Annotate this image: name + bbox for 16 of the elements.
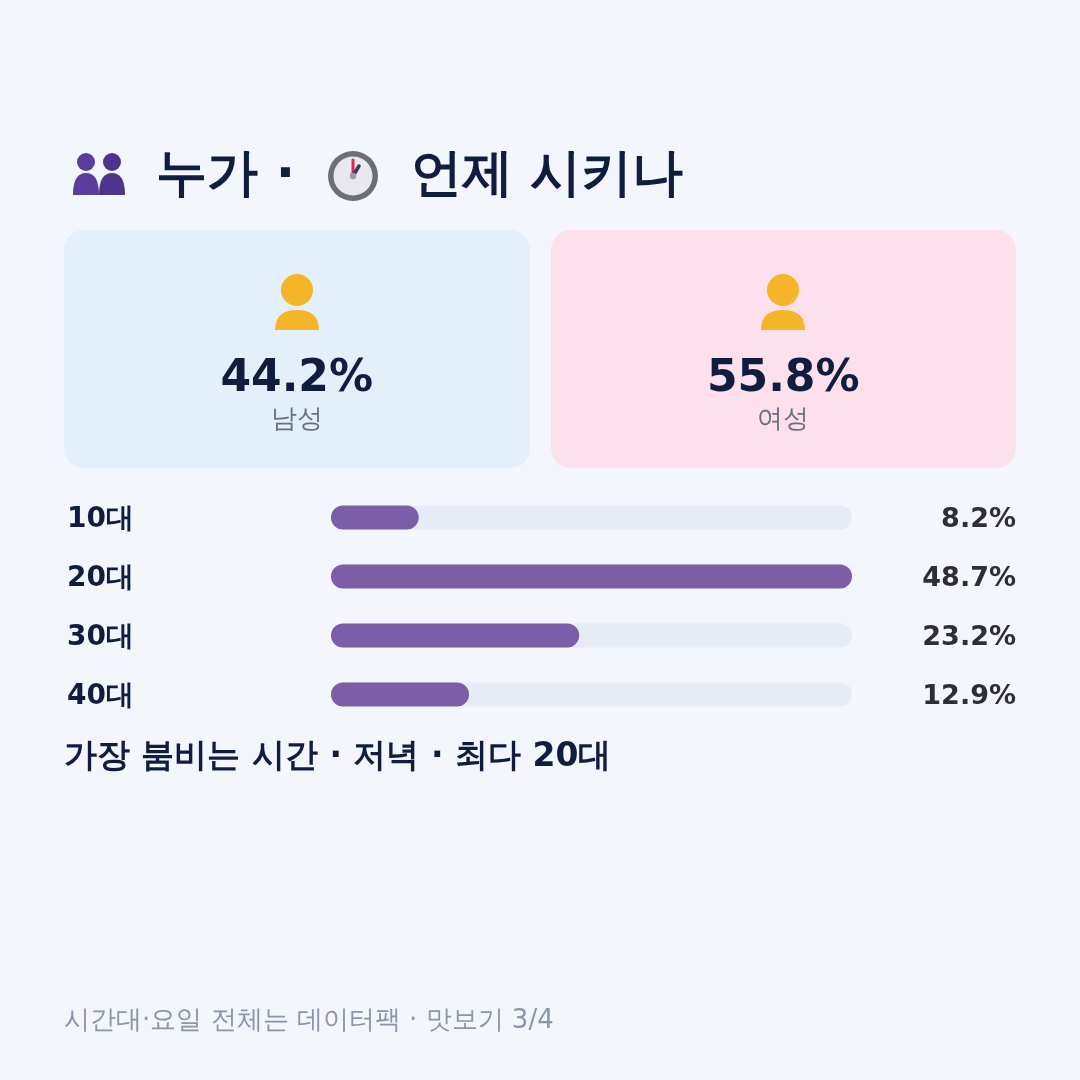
- data-label: 23.2%: [922, 620, 1016, 651]
- data-label: 12.9%: [922, 679, 1016, 710]
- bar: [331, 505, 419, 530]
- text: 시간대·요일 전체는 데이터팩 · 맛보기 3/4: [64, 1004, 554, 1034]
- data-label: 48.7%: [922, 561, 1016, 592]
- y-tick-label: 30대: [67, 619, 134, 652]
- text: 44.2%: [220, 350, 374, 401]
- chart-title: 누가 · 언제 시키나: [156, 143, 684, 202]
- y-tick-label: 10대: [67, 501, 134, 534]
- text: 가장 붐비는 시간 · 저녁 · 최다 20대: [64, 735, 612, 774]
- y-tick-label: 40대: [67, 678, 134, 711]
- y-tick-label: 20대: [67, 560, 134, 593]
- category-label: 여성: [757, 403, 810, 433]
- text: 55.8%: [706, 350, 860, 401]
- category-label: 남성: [270, 403, 323, 433]
- data-label: 8.2%: [941, 502, 1016, 533]
